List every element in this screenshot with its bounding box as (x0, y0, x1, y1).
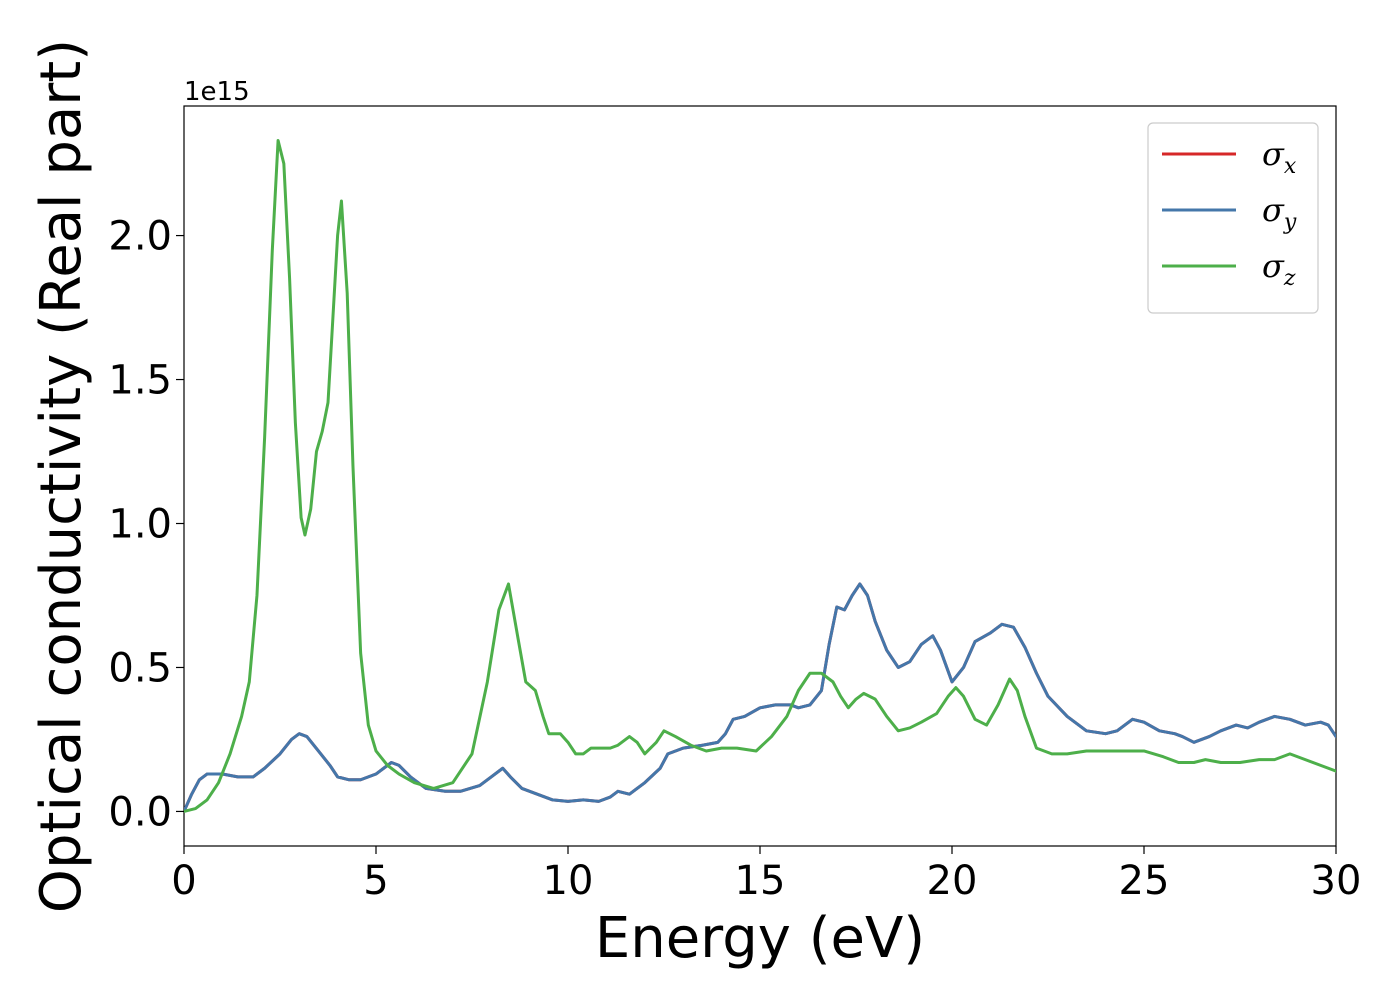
y-tick-label: 0.5 (108, 645, 172, 691)
x-ticks: 0 5 10 15 20 25 30 (171, 846, 1361, 904)
x-tick-label: 5 (363, 858, 388, 904)
legend-label-x: σx (1262, 135, 1297, 179)
x-tick-label: 15 (735, 858, 786, 904)
series-line-y (184, 582, 1336, 813)
x-tick-label: 20 (927, 858, 978, 904)
y-tick-label: 0.0 (108, 789, 172, 835)
series-line-x (184, 582, 1336, 813)
y-tick-label: 1.5 (108, 358, 172, 404)
x-tick-label: 30 (1311, 858, 1362, 904)
y-ticks: 0.0 0.5 1.0 1.5 2.0 (108, 214, 184, 835)
series-lines (184, 139, 1336, 813)
y-axis-label: Optical conductivity (Real part) (29, 39, 94, 913)
x-axis-label: Energy (eV) (595, 906, 925, 971)
legend-label-y: σy (1262, 191, 1297, 235)
y-tick-label: 2.0 (108, 214, 172, 260)
series-line-z (184, 139, 1336, 813)
x-tick-label: 25 (1119, 858, 1170, 904)
y-tick-label: 1.0 (108, 502, 172, 548)
y-offset-label: 1e15 (184, 77, 250, 107)
x-tick-label: 10 (543, 858, 594, 904)
x-tick-label: 0 (171, 858, 196, 904)
